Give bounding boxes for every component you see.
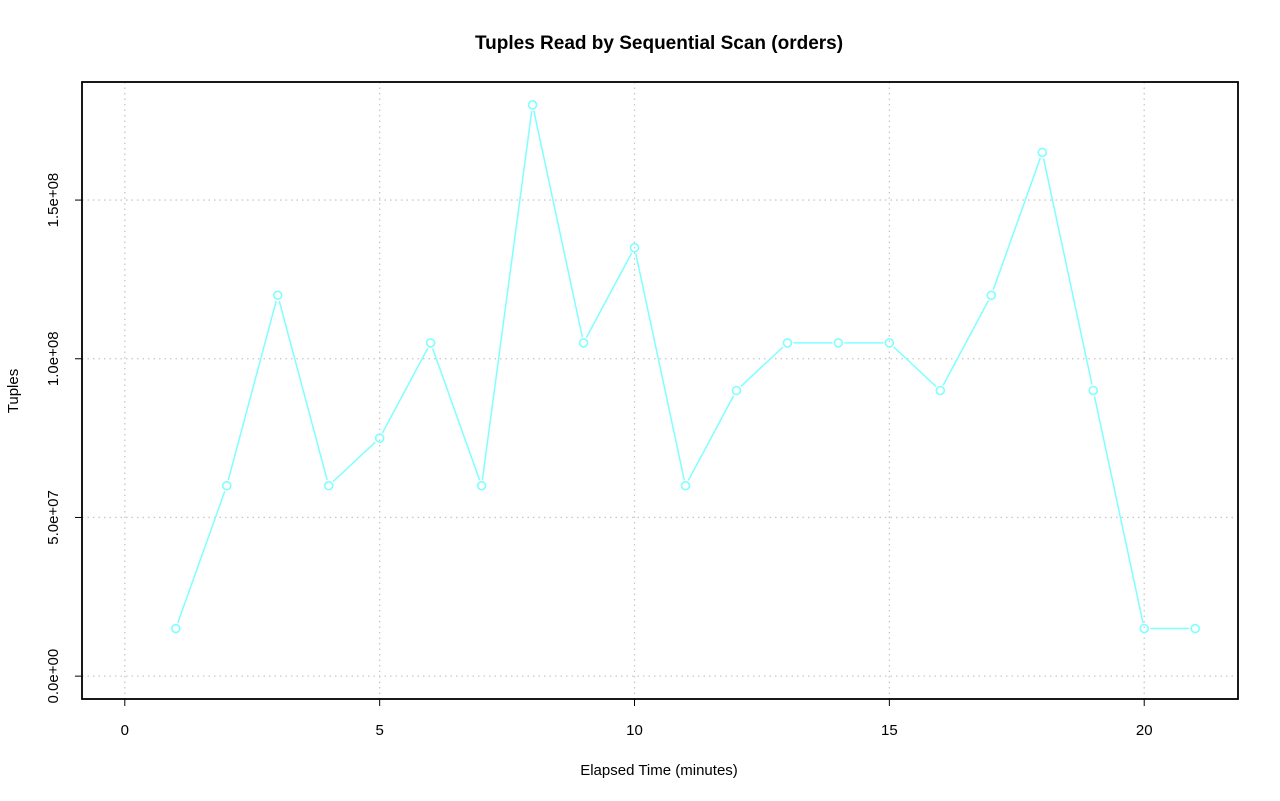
y-axis-label: Tuples (5, 369, 22, 413)
data-point (527, 100, 538, 110)
line-segment (687, 395, 735, 481)
line-segment (431, 348, 481, 481)
data-point (476, 480, 487, 491)
data-point (425, 338, 436, 348)
plot-frame (81, 81, 1239, 700)
data-point (221, 480, 232, 491)
data-point (1088, 385, 1099, 396)
data-point (782, 338, 793, 348)
data-point (374, 433, 385, 443)
x-tick-label: 5 (375, 722, 383, 739)
data-point (935, 385, 946, 396)
line-segment (278, 300, 328, 481)
series (170, 100, 1200, 634)
line-segment (1042, 158, 1093, 385)
x-tick-label: 20 (1136, 722, 1153, 739)
y-tick-label: 1.5e+08 (45, 173, 62, 228)
series-line (170, 100, 1200, 634)
data-point (884, 338, 895, 348)
line-segment (227, 300, 277, 481)
line-segment (635, 253, 685, 481)
line-segment (332, 441, 376, 483)
data-point (170, 623, 181, 634)
line-segment (992, 157, 1041, 290)
data-point (986, 290, 997, 301)
chart-title: Tuples Read by Sequential Scan (orders) (475, 33, 843, 54)
x-tick-label: 15 (881, 722, 898, 739)
x-axis-label: Elapsed Time (minutes) (580, 762, 738, 779)
line-segment (177, 491, 226, 624)
data-point (833, 338, 844, 348)
x-tick-label: 10 (626, 722, 643, 739)
y-axis: 0.0e+00 5.0e+07 1.0e+08 1.5e+08 (45, 173, 82, 704)
line-segment (585, 252, 633, 338)
line-segment (481, 110, 533, 480)
y-tick-label: 0.0e+00 (45, 649, 62, 704)
x-axis: 0 5 10 15 20 (121, 699, 1153, 739)
data-point (731, 385, 742, 396)
data-point (578, 338, 589, 348)
data-point (1190, 623, 1200, 634)
data-point (629, 242, 640, 253)
x-tick-label: 0 (121, 722, 129, 739)
data-point (323, 480, 334, 491)
line-segment (942, 300, 990, 386)
data-point (1139, 623, 1150, 634)
line-segment (893, 346, 937, 387)
grid (82, 82, 1238, 699)
line-segment (1093, 396, 1144, 623)
data-point (680, 480, 691, 491)
line-segment (533, 110, 584, 338)
line-segment (381, 347, 429, 434)
data-point (1037, 147, 1048, 158)
data-point (272, 290, 283, 301)
y-tick-label: 1.0e+08 (45, 331, 62, 386)
y-tick-label: 5.0e+07 (45, 490, 62, 545)
line-segment (740, 346, 784, 387)
